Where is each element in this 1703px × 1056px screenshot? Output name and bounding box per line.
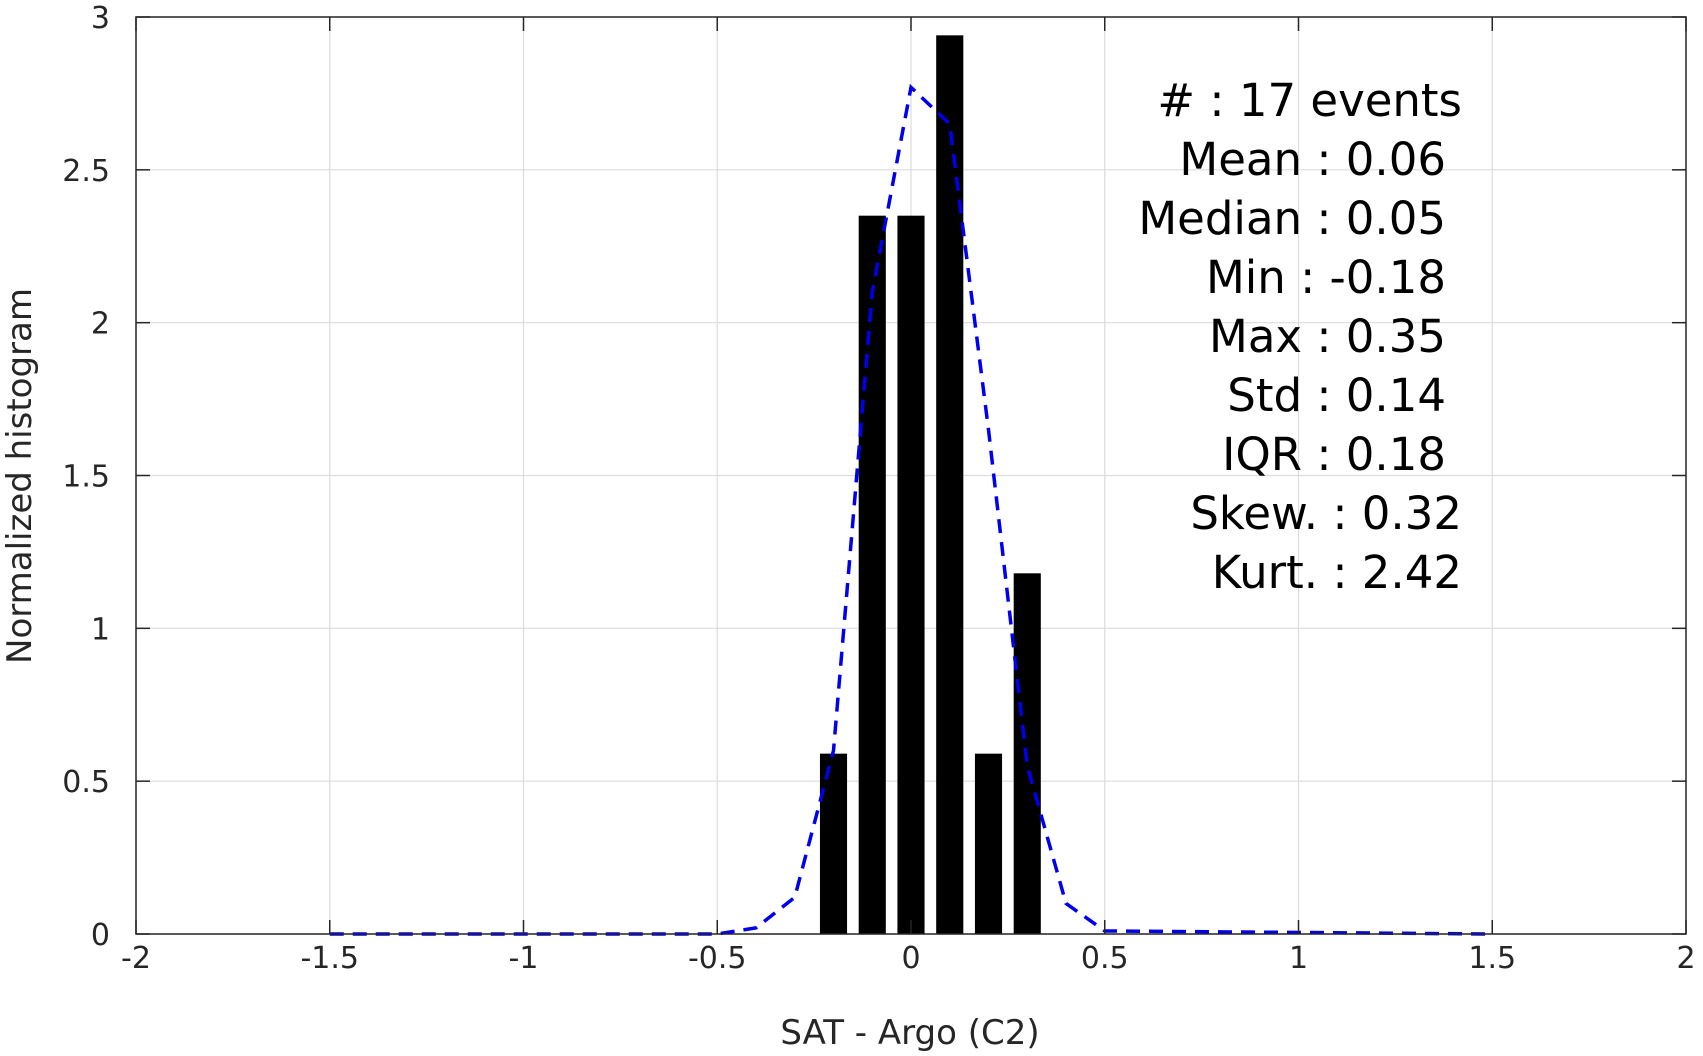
- y-tick-labels: 0 0.5 1 1.5 2 2.5 3: [62, 1, 110, 953]
- stat-line: IQR : 0.18: [1222, 428, 1446, 481]
- x-tick-label: 1.5: [1468, 941, 1516, 976]
- fit-line-series: [329, 83, 1493, 936]
- x-tick-label: -1: [509, 941, 539, 976]
- tick-marks: [135, 16, 1687, 935]
- y-tick-label: 0: [91, 918, 110, 953]
- stat-line: Kurt. : 2.42: [1212, 546, 1462, 599]
- y-tick-label: 0.5: [62, 765, 110, 800]
- stat-line: Max : 0.35: [1209, 310, 1446, 363]
- x-tick-label: 2: [1676, 941, 1695, 976]
- stat-line: Std : 0.14: [1227, 369, 1446, 422]
- normal-fit-dashed-line: [329, 83, 1493, 936]
- x-tick-labels: -2 -1.5 -1 -0.5 0 0.5 1 1.5 2: [121, 941, 1696, 976]
- y-tick-label: 1: [91, 612, 110, 647]
- stat-line: Min : -0.18: [1206, 251, 1446, 304]
- x-tick-label: -1.5: [300, 941, 359, 976]
- x-tick-label: -2: [121, 941, 151, 976]
- stat-line: Mean : 0.06: [1179, 133, 1446, 186]
- y-axis-label: Normalized histogram: [0, 288, 40, 664]
- stat-line: # : 17 events: [1157, 74, 1462, 127]
- histogram-bar: [974, 753, 1003, 934]
- stat-line: Skew. : 0.32: [1190, 487, 1462, 540]
- stat-line: Median : 0.05: [1138, 192, 1446, 245]
- y-tick-label: 2.5: [62, 154, 110, 189]
- histogram-bar: [858, 215, 886, 934]
- stats-box: # : 17 events Mean : 0.06 Median : 0.05 Min…: [1138, 74, 1462, 599]
- x-tick-label: -0.5: [688, 941, 747, 976]
- histogram-bar: [936, 35, 964, 934]
- histogram-bar: [819, 753, 848, 934]
- x-axis-label: SAT - Argo (C2): [780, 1013, 1039, 1053]
- x-tick-label: 0.5: [1081, 941, 1129, 976]
- y-tick-label: 1.5: [62, 460, 110, 495]
- x-tick-label: 0: [901, 941, 920, 976]
- y-tick-label: 2: [91, 307, 110, 342]
- x-tick-label: 1: [1289, 941, 1308, 976]
- y-tick-label: 3: [91, 1, 110, 36]
- histogram-bar: [897, 215, 925, 934]
